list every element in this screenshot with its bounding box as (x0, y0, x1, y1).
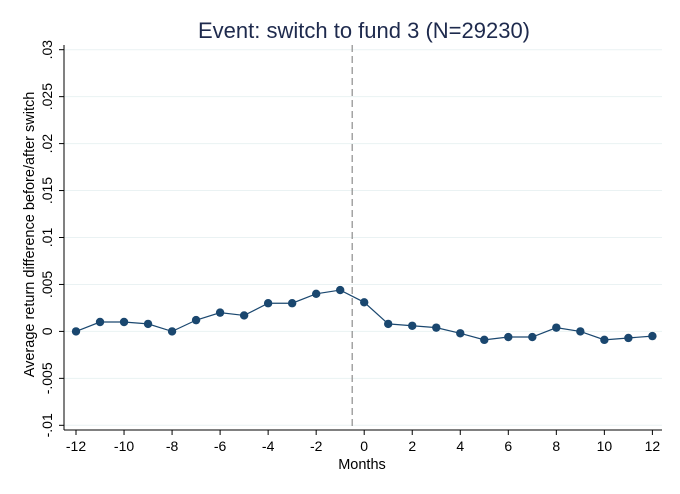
y-tick-label: 0 (39, 327, 55, 335)
y-tick-label: .005 (39, 271, 55, 298)
data-point (287, 299, 297, 308)
x-tick-label: -8 (166, 438, 179, 454)
x-tick-label: 4 (456, 438, 464, 454)
data-point (360, 298, 369, 307)
data-point (648, 331, 657, 341)
y-tick-label: .03 (39, 40, 55, 60)
y-axis-ticks: -.01 -.005 0 .005 .01 .015 .02 .025 .03 (39, 40, 64, 437)
x-tick-label: 10 (597, 438, 613, 454)
data-point (384, 319, 393, 329)
x-tick-label: 6 (504, 438, 512, 454)
y-tick-label: -.005 (39, 362, 55, 394)
data-point (167, 327, 177, 336)
data-point (95, 317, 105, 327)
data-point (624, 333, 633, 343)
data-point (239, 311, 249, 320)
data-point (600, 335, 609, 345)
y-tick-label: .02 (39, 134, 55, 154)
data-point (119, 317, 129, 327)
x-tick-label: -4 (262, 438, 275, 454)
data-point (456, 329, 465, 338)
grid-lines (64, 49, 662, 426)
y-axis-label: Average return difference before/after s… (22, 92, 38, 378)
data-point (335, 285, 345, 295)
data-point (576, 327, 585, 336)
data-point (263, 299, 273, 308)
data-point (528, 332, 537, 342)
y-tick-label: .025 (39, 83, 55, 110)
x-axis-ticks: -12 -10 -8 -6 -4 -2 0 2 4 6 8 10 12 (66, 430, 660, 454)
x-axis-label: Months (338, 457, 386, 473)
data-point (71, 327, 81, 336)
x-tick-label: 12 (645, 438, 661, 454)
data-point (552, 323, 561, 332)
x-tick-label: -12 (66, 438, 86, 454)
data-point (215, 308, 225, 317)
x-tick-label: -6 (214, 438, 227, 454)
series (71, 285, 657, 345)
data-point (191, 315, 201, 325)
data-point (408, 321, 417, 330)
x-tick-label: 0 (360, 438, 368, 454)
x-tick-label: 2 (408, 438, 416, 454)
y-tick-label: -.01 (39, 413, 55, 437)
data-point (432, 323, 441, 332)
y-tick-label: .015 (39, 177, 55, 204)
x-tick-label: 8 (552, 438, 560, 454)
chart-title: Event: switch to fund 3 (N=29230) (198, 18, 530, 43)
x-tick-label: -2 (310, 438, 323, 454)
y-tick-label: .01 (39, 228, 55, 248)
x-tick-label: -10 (114, 438, 134, 454)
data-point (480, 335, 489, 345)
data-point (143, 319, 153, 329)
data-point (504, 332, 513, 342)
data-point (311, 289, 321, 299)
